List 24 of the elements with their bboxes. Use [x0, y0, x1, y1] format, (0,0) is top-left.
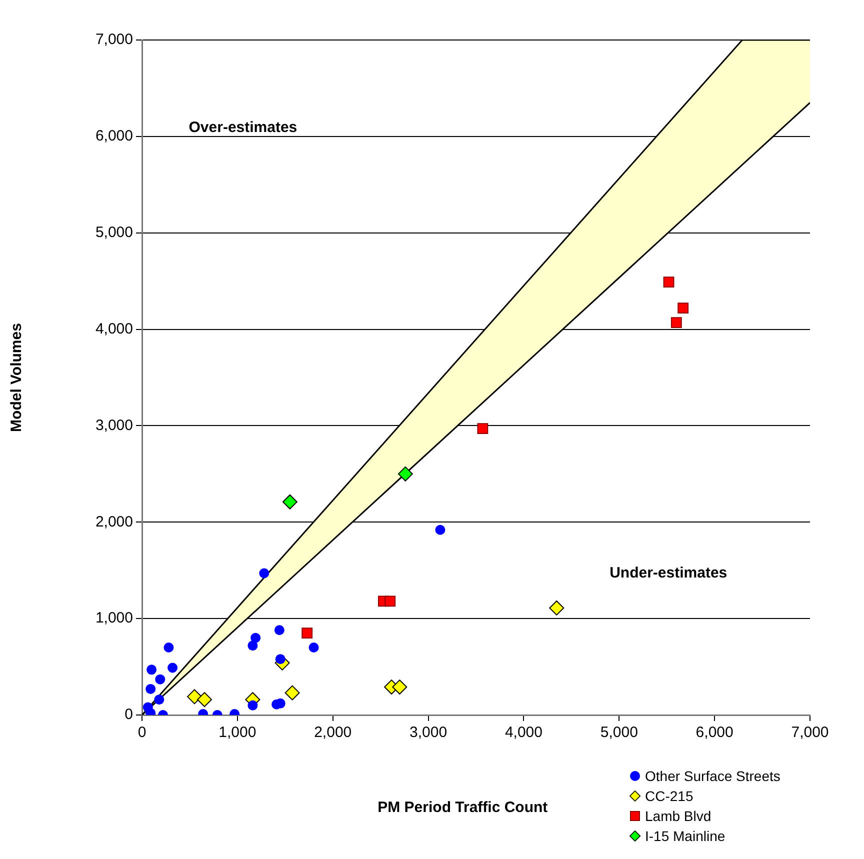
x-tick-label: 3,000	[410, 724, 448, 742]
x-tick-label: 0	[138, 724, 146, 742]
x-tick-label: 4,000	[504, 724, 542, 742]
y-tick-label: 6,000	[95, 128, 133, 145]
x-tick-label: 5,000	[600, 724, 638, 742]
y-tick-label: 5,000	[95, 224, 133, 241]
annotation: Over-estimates	[188, 118, 298, 136]
x-tick-label: 7,000	[791, 724, 829, 742]
legend-label: I-15 Mainline	[645, 827, 726, 846]
y-tick-label: 7,000	[95, 31, 133, 48]
legend-label: Lamb Blvd	[645, 807, 712, 826]
x-tick-label: 6,000	[696, 724, 734, 742]
annotation: Under-estimates	[610, 564, 728, 582]
y-tick-label: 3,000	[95, 416, 133, 434]
y-tick-label: 0	[124, 706, 133, 724]
x-tick-label: 2,000	[314, 724, 352, 742]
y-tick-label: 2,000	[95, 513, 133, 530]
x-axis-title: PM Period Traffic Count	[378, 799, 548, 816]
y-tick-label: 4,000	[95, 320, 133, 338]
legend-label: CC-215	[645, 787, 694, 806]
x-tick-label: 1,000	[218, 724, 256, 742]
y-axis-title: Model Volumes	[8, 323, 26, 432]
legend-label: Other Surface Streets	[645, 767, 780, 786]
y-tick-label: 1,000	[95, 610, 133, 627]
